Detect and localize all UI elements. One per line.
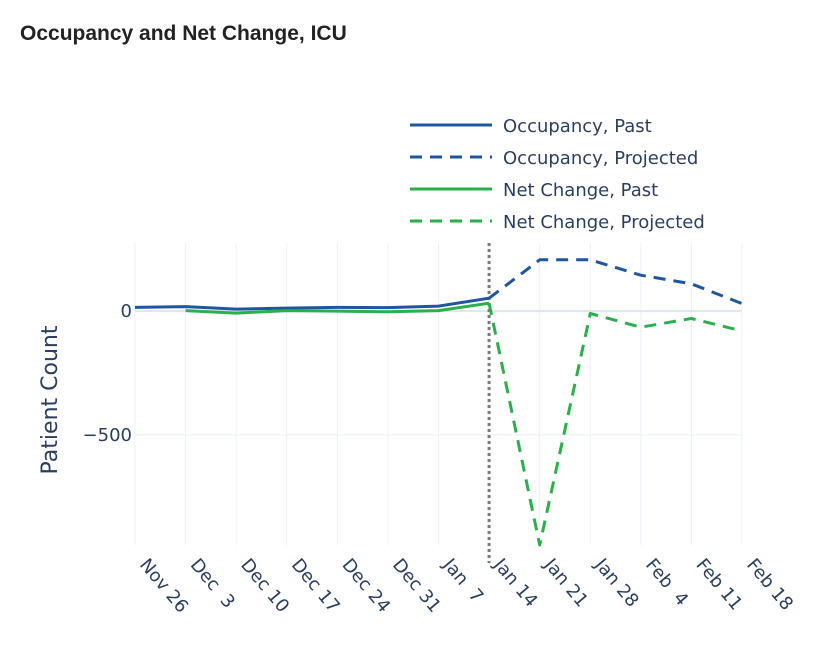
x-tick-label: Jan 21: [539, 554, 592, 611]
grid-lines: [134, 243, 743, 545]
x-tick-label: Jan 14: [489, 554, 542, 611]
y-tick-label: 0: [121, 301, 132, 322]
x-tick-label: Dec 17: [287, 555, 344, 617]
x-tick-label: Jan 7: [438, 554, 487, 607]
y-axis-label: Patient Count: [38, 325, 63, 474]
x-tick-label: Dec 31: [388, 555, 445, 617]
x-tick-label: Feb 4: [641, 555, 692, 610]
x-tick-label: Dec 24: [338, 555, 395, 617]
legend-label: Net Change, Past: [503, 180, 658, 201]
legend-label: Net Change, Projected: [503, 212, 705, 233]
x-tick-label: Dec 10: [236, 555, 293, 617]
y-tick-labels: 0 −500: [83, 301, 132, 446]
chart-title: Occupancy and Net Change, ICU: [20, 22, 347, 45]
series-line-occupancy-projected: [488, 258, 743, 305]
x-tick-label: Feb 11: [692, 555, 747, 615]
legend: Occupancy, Past Occupancy, Projected Net C…: [410, 116, 705, 233]
y-tick-label: −500: [83, 425, 132, 446]
legend-label: Occupancy, Projected: [503, 148, 698, 169]
x-tick-label: Jan 28: [590, 554, 643, 611]
series-line-net-change-past: [185, 301, 490, 315]
legend-label: Occupancy, Past: [503, 116, 652, 137]
series-layer: [134, 258, 743, 547]
x-tick-label: Feb 18: [742, 555, 797, 615]
series-line-net-change-projected: [487, 302, 743, 547]
x-tick-label: Nov 26: [135, 555, 192, 617]
x-tick-label: Dec 3: [186, 555, 239, 613]
series-line-occupancy-past: [134, 296, 490, 311]
